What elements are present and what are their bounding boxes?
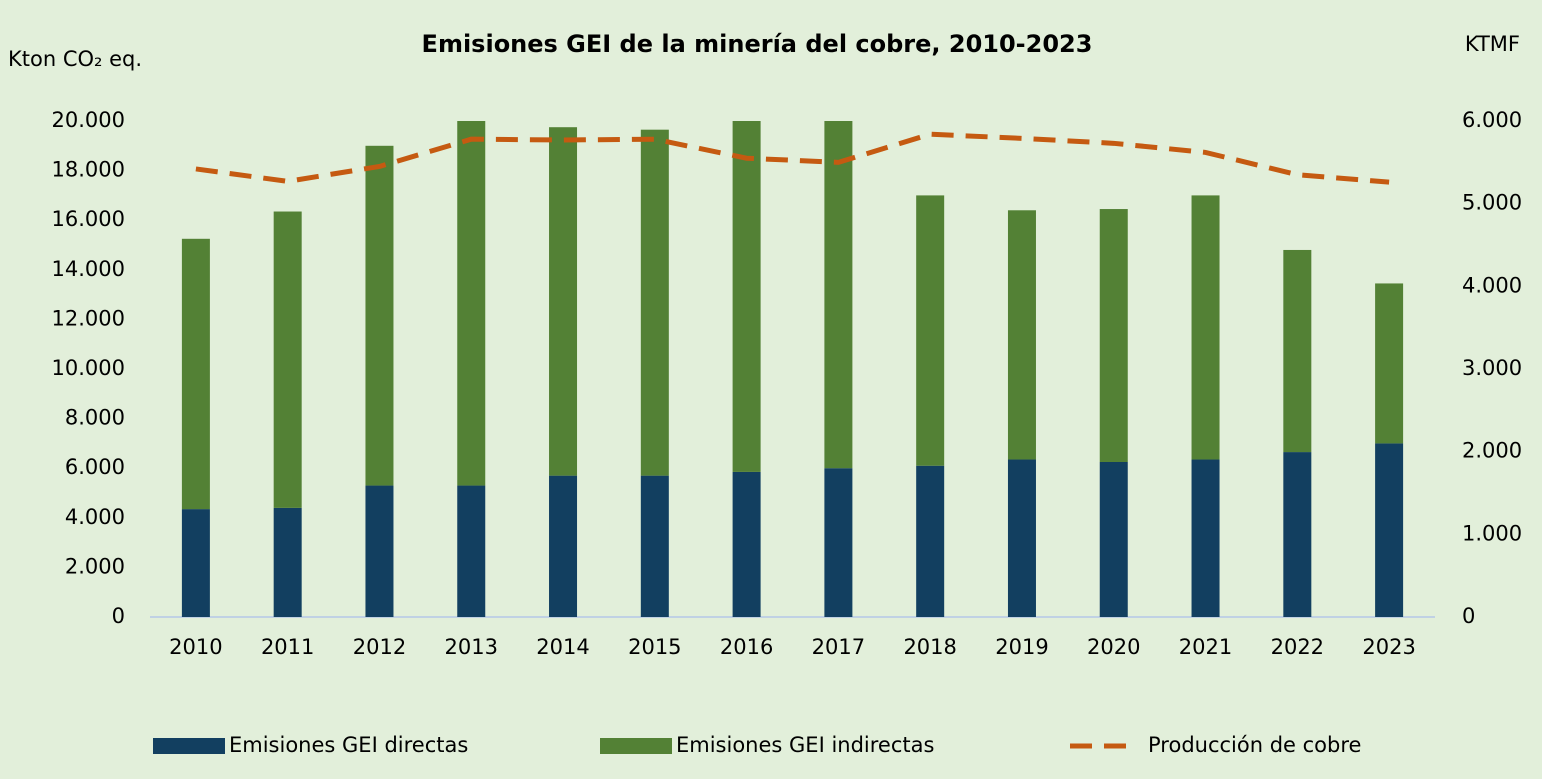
y-tick-label: 0 [112, 604, 125, 628]
bar [457, 485, 486, 617]
legend-label: Emisiones GEI directas [229, 733, 468, 757]
x-tick-label: 2020 [1087, 635, 1140, 659]
y-tick-label: 4.000 [65, 505, 125, 529]
x-tick-label: 2011 [261, 635, 314, 659]
y-tick-label: 12.000 [52, 306, 125, 330]
x-tick-label: 2013 [445, 635, 498, 659]
bar [916, 195, 945, 466]
legend-swatch [600, 738, 672, 754]
y-axis-label: Kton CO₂ eq. [8, 47, 142, 71]
y2-tick-label: 0 [1462, 604, 1475, 628]
y-tick-label: 14.000 [52, 257, 125, 281]
bar [457, 121, 486, 486]
x-tick-label: 2018 [903, 635, 956, 659]
y2-tick-label: 3.000 [1462, 356, 1522, 380]
bar [1191, 459, 1220, 617]
bar [732, 121, 761, 472]
y2-tick-label: 1.000 [1462, 521, 1522, 545]
y-tick-label: 6.000 [65, 455, 125, 479]
bar [1007, 210, 1036, 460]
bar [1283, 452, 1312, 617]
y-tick-label: 18.000 [52, 158, 125, 182]
bar [824, 121, 853, 469]
x-tick-label: 2023 [1362, 635, 1415, 659]
x-tick-label: 2016 [720, 635, 773, 659]
bar [181, 238, 210, 510]
y2-tick-label: 6.000 [1462, 108, 1522, 132]
legend-label: Emisiones GEI indirectas [676, 733, 934, 757]
x-tick-label: 2021 [1179, 635, 1232, 659]
y2-tick-label: 5.000 [1462, 191, 1522, 215]
y2-axis-label: KTMF [1465, 32, 1520, 56]
bar [640, 475, 669, 617]
x-tick-label: 2012 [353, 635, 406, 659]
bar [273, 211, 302, 508]
x-tick-label: 2019 [995, 635, 1048, 659]
bar [549, 475, 578, 617]
bar [1283, 249, 1312, 453]
y-tick-label: 20.000 [52, 108, 125, 132]
bar [273, 507, 302, 617]
chart-title: Emisiones GEI de la minería del cobre, 2… [422, 30, 1093, 58]
y2-tick-label: 4.000 [1462, 273, 1522, 297]
bar [1099, 209, 1128, 462]
y2-tick-label: 2.000 [1462, 439, 1522, 463]
legend-label: Producción de cobre [1148, 733, 1361, 757]
y-tick-label: 16.000 [52, 207, 125, 231]
y-tick-label: 2.000 [65, 554, 125, 578]
bar [916, 465, 945, 617]
bar [640, 129, 669, 476]
bar [365, 485, 394, 617]
bar [181, 509, 210, 617]
y-tick-label: 8.000 [65, 406, 125, 430]
legend-swatch [153, 738, 225, 754]
bar [1375, 443, 1404, 617]
x-tick-label: 2014 [536, 635, 589, 659]
bar [1099, 462, 1128, 617]
x-tick-label: 2015 [628, 635, 681, 659]
x-tick-label: 2017 [812, 635, 865, 659]
bar [824, 468, 853, 617]
bar [1007, 459, 1036, 617]
line [195, 131, 1390, 185]
x-tick-label: 2010 [169, 635, 222, 659]
bar [732, 471, 761, 617]
bar [1375, 283, 1404, 444]
x-tick-label: 2022 [1271, 635, 1324, 659]
bar [365, 145, 394, 486]
bar [1191, 195, 1220, 460]
y-tick-label: 10.000 [52, 356, 125, 380]
bar [549, 127, 578, 476]
